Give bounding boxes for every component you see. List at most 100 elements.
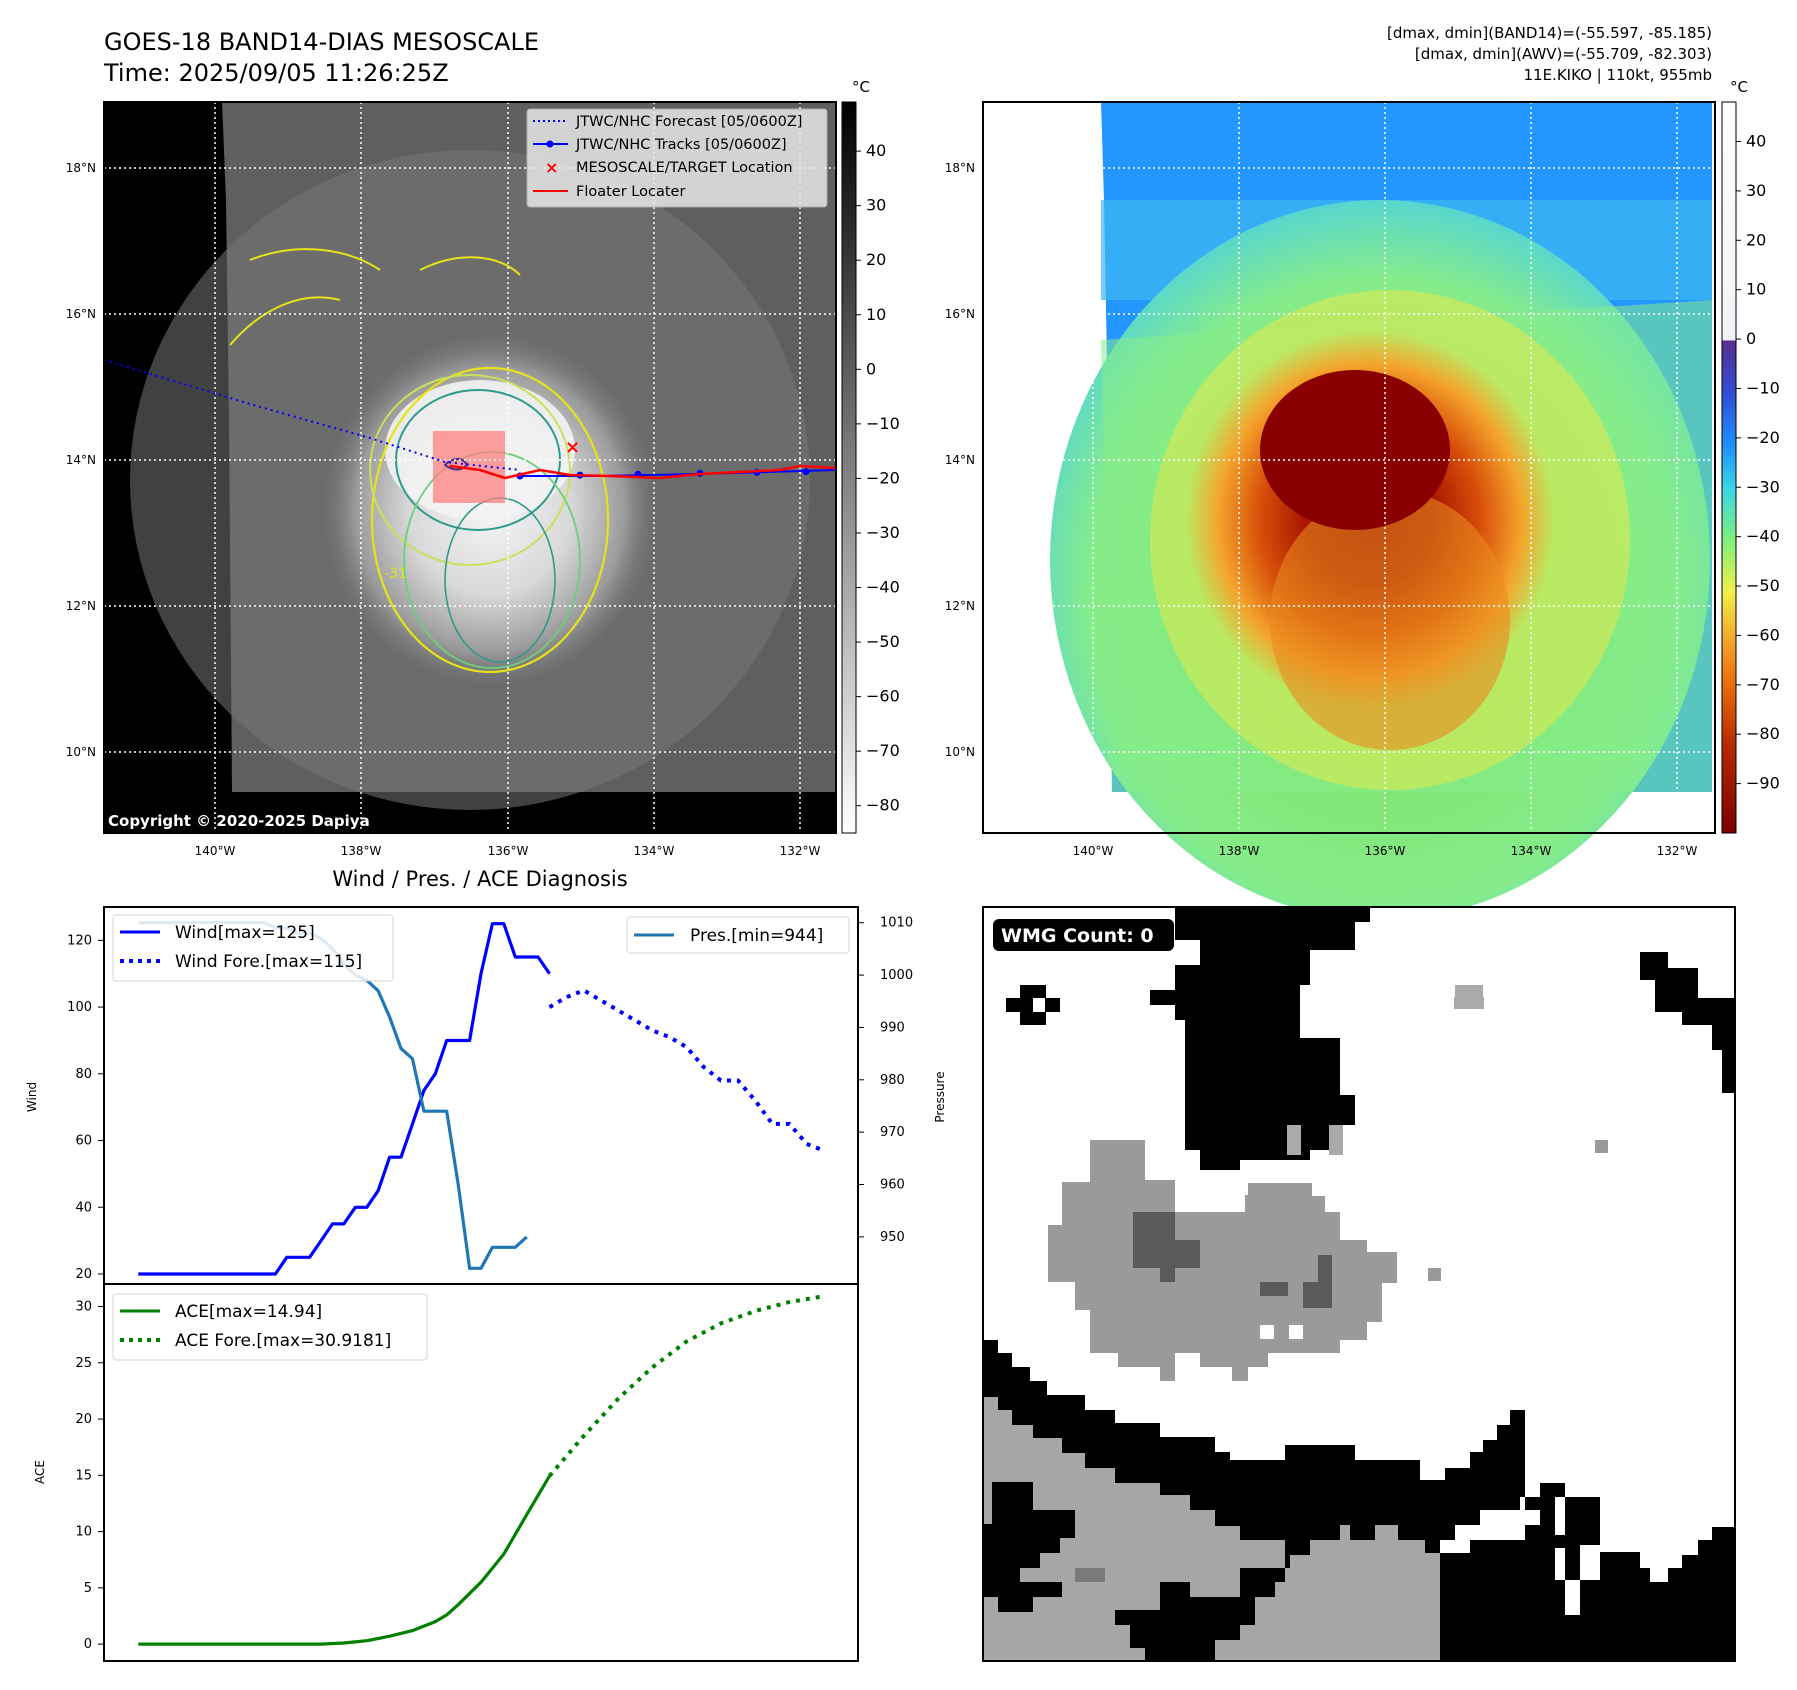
latitude-label: 16°N: [66, 307, 96, 321]
longitude-label: 138°W: [1219, 844, 1260, 858]
legend-label-tracks: JTWC/NHC Tracks [05/0600Z]: [575, 137, 787, 153]
y2-tick-label: 950: [880, 1230, 905, 1245]
left-map-frame: [103, 101, 837, 834]
colorbar-tick-label: 20: [866, 250, 886, 269]
legend-wind-fore-label: Wind Fore.[max=115]: [175, 952, 362, 972]
wmg-panel: WMG Count: 0: [982, 906, 1736, 1662]
colorbar-tick-label: −20: [1746, 428, 1780, 447]
right-colorbar-ticks: 40 30 20 10 0 −10 −20 −30 −40 −50 −60 −70 −80 −90: [1736, 132, 1780, 793]
series-line: [138, 1475, 551, 1646]
wmg-gray-region-center: [1048, 1140, 1397, 1381]
longitude-label: 140°W: [195, 844, 236, 858]
y-tick-label: 40: [75, 1200, 92, 1215]
ace-chart: 0 5 10 15 20 25 30: [75, 1294, 825, 1652]
left-map-gridlines: [104, 102, 836, 833]
latitude-label: 14°N: [945, 453, 975, 467]
pressure-legend: Pres.[min=944]: [626, 916, 850, 954]
y2-tick-label: 970: [880, 1125, 905, 1140]
wmg-dark-gray-3: [1303, 1255, 1332, 1308]
y-tick-label: 15: [75, 1468, 92, 1483]
wmg-black-region-right: [1640, 952, 1735, 1093]
ace-legend: ACE[max=14.94] ACE Fore.[max=30.9181]: [112, 1293, 428, 1361]
right-map-frame: [982, 101, 1716, 834]
colorbar-tick-label: 10: [866, 305, 886, 324]
latitude-label: 16°N: [945, 307, 975, 321]
best-track: [520, 469, 837, 477]
legend-ace-label: ACE[max=14.94]: [175, 1302, 322, 1322]
y-tick-label: 30: [75, 1300, 92, 1315]
legend-label-floater: Floater Locater: [576, 184, 685, 200]
track-point: [802, 468, 810, 476]
forecast-track: [103, 359, 521, 471]
series-line: [547, 1294, 825, 1478]
title-line2: Time: 2025/09/05 11:26:25Z: [103, 59, 449, 87]
diagnosis-title: Wind / Pres. / ACE Diagnosis: [332, 867, 627, 891]
latitude-label: 12°N: [945, 599, 975, 613]
legend-ace-fore-label: ACE Fore.[max=30.9181]: [175, 1331, 391, 1351]
legend-symbol-tracks-dot: [546, 140, 554, 148]
contour-outer-bands: [229, 248, 521, 346]
wmg-gray-region-bottom-left: [983, 1397, 1440, 1661]
target-marker: ×: [565, 437, 580, 458]
colorbar-tick-label: −50: [1746, 576, 1780, 595]
y-tick-label: 25: [75, 1356, 92, 1371]
latitude-label: 18°N: [945, 161, 975, 175]
wmg-dark-gray-4: [1075, 1568, 1105, 1582]
info-line1: [dmax, dmin](BAND14)=(-55.597, -85.185): [1387, 24, 1712, 42]
longitude-label: 136°W: [488, 844, 529, 858]
colorbar-tick-label: 0: [1746, 329, 1756, 348]
wmg-gap-2: [1289, 1325, 1303, 1339]
contour-lightgreen: [369, 374, 571, 566]
right-map-cold-cloud: [1260, 370, 1450, 530]
y-tick-label: 100: [67, 1000, 92, 1015]
colorbar-tick-label: 0: [866, 359, 876, 378]
wmg-black-bottom-1: [1115, 1540, 1310, 1661]
wmg-count-badge: [993, 919, 1174, 951]
colorbar-tick-label: 30: [1746, 181, 1766, 200]
y2-tick-label: 1000: [880, 968, 913, 983]
colorbar-tick-label: −30: [1746, 477, 1780, 496]
series-line: [548, 988, 825, 1153]
longitude-label: 134°W: [1511, 844, 1552, 858]
colorbar-tick-label: −90: [1746, 774, 1780, 793]
wmg-black-left-1: [983, 1482, 1075, 1612]
colorbar-tick-label: −10: [1746, 378, 1780, 397]
colorbar-tick-label: 40: [866, 141, 886, 160]
wmg-black-band: [983, 1340, 1600, 1580]
wind-pressure-chart: 20 40 60 80 100 120 950 960 970 980 990 1000 1010: [67, 916, 913, 1282]
legend-symbol-target: ×: [545, 158, 558, 177]
longitude-label: 132°W: [1657, 844, 1698, 858]
colorbar-tick-label: −10: [866, 414, 900, 433]
legend-pressure-label: Pres.[min=944]: [690, 926, 823, 946]
y-tick-label: 80: [75, 1067, 92, 1082]
wmg-small-black-hole: [1033, 998, 1045, 1012]
contour-yellow: [370, 366, 610, 674]
y-tick-label: 20: [75, 1412, 92, 1427]
wmg-gap-1: [1260, 1325, 1274, 1339]
colorbar-tick-label: −30: [866, 523, 900, 542]
target-box: [433, 431, 505, 503]
wmg-count-label: WMG Count: 0: [1001, 925, 1154, 947]
wmg-frame: [982, 906, 1736, 1662]
right-map: [983, 102, 1715, 920]
colorbar-tick-label: −50: [866, 632, 900, 651]
legend-wind-label: Wind[max=125]: [175, 923, 315, 943]
left-colorbar-unit: °C: [852, 78, 870, 96]
colorbar-tick-label: −60: [1746, 625, 1780, 644]
map-axis-labels: 18°N 16°N 14°N 12°N 10°N 140°W 138°W 136°W 134°W…: [66, 161, 1698, 858]
y2-tick-label: 1010: [880, 916, 913, 931]
contour-label: -31: [384, 566, 407, 582]
series-line: [138, 922, 551, 1276]
colorbar-tick-label: −70: [1746, 675, 1780, 694]
floater-track: [449, 464, 837, 480]
y-tick-label: 0: [84, 1637, 92, 1652]
left-map: -31: [104, 102, 836, 833]
wmg-dark-gray-2: [1260, 1282, 1288, 1296]
longitude-label: 140°W: [1073, 844, 1114, 858]
latitude-label: 18°N: [66, 161, 96, 175]
legend-box: [526, 108, 828, 208]
colorbar-tick-label: −60: [866, 687, 900, 706]
wmg-black-region-bottom-right: [1440, 1497, 1735, 1661]
y2-tick-label: 960: [880, 1178, 905, 1193]
